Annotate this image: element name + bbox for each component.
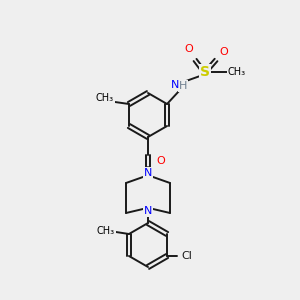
Text: N: N — [171, 80, 179, 90]
Text: Cl: Cl — [182, 251, 193, 261]
Text: O: O — [220, 47, 228, 57]
Text: CH₃: CH₃ — [96, 93, 114, 103]
Text: O: O — [157, 156, 165, 166]
Text: O: O — [185, 44, 194, 54]
Text: S: S — [200, 65, 210, 79]
Text: H: H — [179, 81, 187, 91]
Text: CH₃: CH₃ — [228, 67, 246, 77]
Text: N: N — [144, 206, 152, 216]
Text: CH₃: CH₃ — [97, 226, 115, 236]
Text: N: N — [144, 168, 152, 178]
